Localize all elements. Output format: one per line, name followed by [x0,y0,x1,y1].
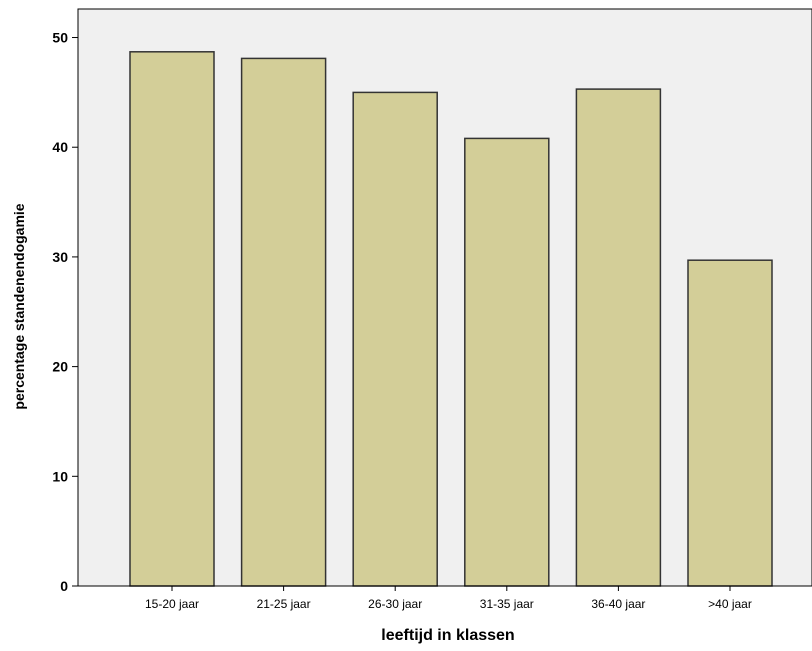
y-tick-label: 0 [60,578,68,594]
axes-group [77,9,812,587]
bar-1 [129,51,215,587]
bar-5 [575,88,662,587]
y-tick-label: 20 [52,359,68,375]
x-tick-label: 21-25 jaar [257,597,311,611]
y-tick-label: 30 [52,249,68,265]
y-tick-label: 10 [52,468,68,484]
y-axis-label: percentage standenendogamie [11,203,27,409]
bar-2 [240,57,327,587]
y-tick-label: 40 [52,139,68,155]
bar-6 [687,259,773,587]
y-ticks-group: 0 10 20 30 40 50 [52,30,78,594]
x-axis-label: leeftijd in klassen [381,627,514,644]
y-tick-label: 50 [52,30,68,46]
x-ticks-group: 15-20 jaar 21-25 jaar 26-30 jaar 31-35 jaar… [145,586,752,611]
x-tick-label: 36-40 jaar [591,597,645,611]
bar-4 [464,137,550,587]
bar-3 [352,91,438,587]
x-tick-label: >40 jaar [708,597,752,611]
x-tick-label: 15-20 jaar [145,597,199,611]
x-tick-label: 26-30 jaar [368,597,422,611]
x-tick-label: 31-35 jaar [480,597,534,611]
